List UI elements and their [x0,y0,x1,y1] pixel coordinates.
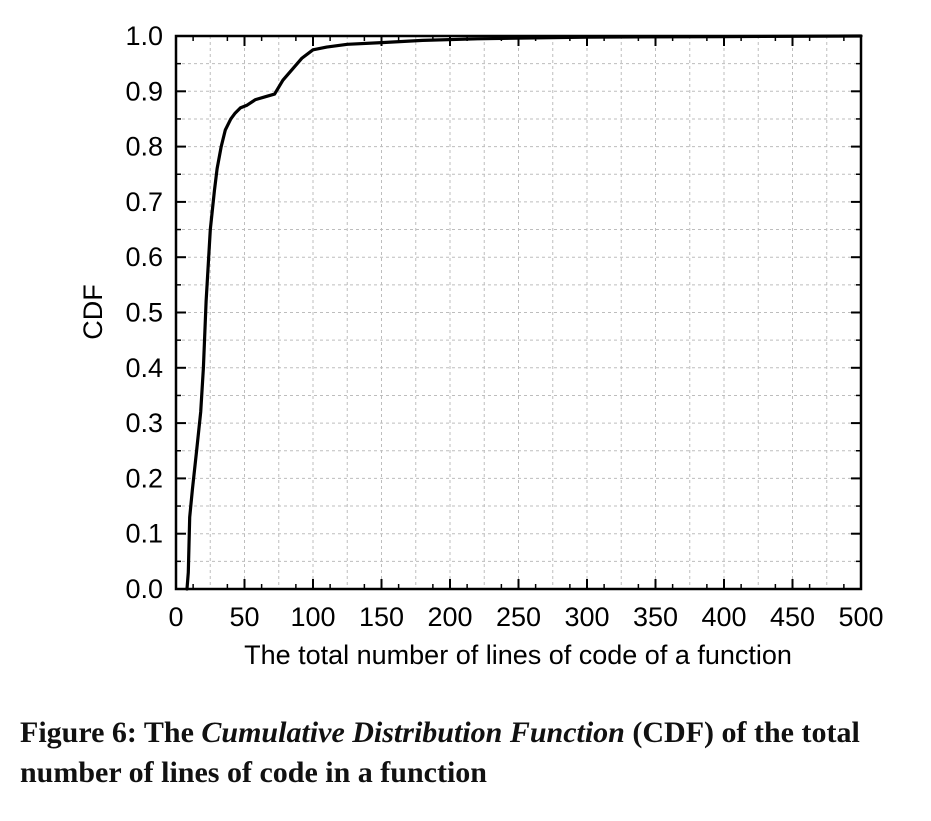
y-tick-label: 0.1 [125,519,163,549]
caption-prefix: Figure 6: The [20,716,202,749]
y-tick-label: 0.0 [125,574,163,604]
x-tick-label: 100 [290,602,335,632]
caption-emphasis: Cumulative Distribution Function [201,716,625,749]
caption-suffix: (CDF) of the total number of lines of co… [20,716,860,789]
figure-caption: Figure 6: The Cumulative Distribution Fu… [20,713,925,793]
y-tick-labels: 0.0 0.1 0.2 0.3 0.4 0.5 0.6 0.7 0.8 0.9 1.0 [125,21,163,604]
y-tick-label: 0.6 [125,242,163,272]
x-tick-label: 400 [701,602,746,632]
x-tick-label: 50 [229,602,259,632]
x-tick-label: 250 [496,602,541,632]
x-tick-label: 200 [427,602,472,632]
y-tick-label: 0.2 [125,463,163,493]
x-tick-label: 300 [564,602,609,632]
x-tick-label: 150 [359,602,404,632]
y-tick-label: 1.0 [125,21,163,51]
y-tick-label: 0.3 [125,408,163,438]
y-tick-label: 0.8 [125,132,163,162]
x-axis-label: The total number of lines of code of a f… [244,640,792,670]
series-layer [185,34,863,591]
y-tick-label: 0.4 [125,353,163,383]
x-tick-labels: 0 50 100 150 200 250 300 350 400 450 500 [168,602,883,632]
y-tick-label: 0.7 [125,187,163,217]
cdf-chart: 0 50 100 150 200 250 300 350 400 450 500 0.0 0.1 0.2… [78,21,884,670]
grid [176,36,861,589]
x-tick-label: 350 [633,602,678,632]
y-tick-label: 0.9 [125,76,163,106]
x-tick-label: 450 [770,602,815,632]
y-axis-label: CDF [78,284,108,340]
y-tick-label: 0.5 [125,298,163,328]
x-tick-label: 0 [168,602,183,632]
x-tick-label: 500 [838,602,883,632]
plot-frame [174,34,863,591]
cdf-line [185,34,863,591]
